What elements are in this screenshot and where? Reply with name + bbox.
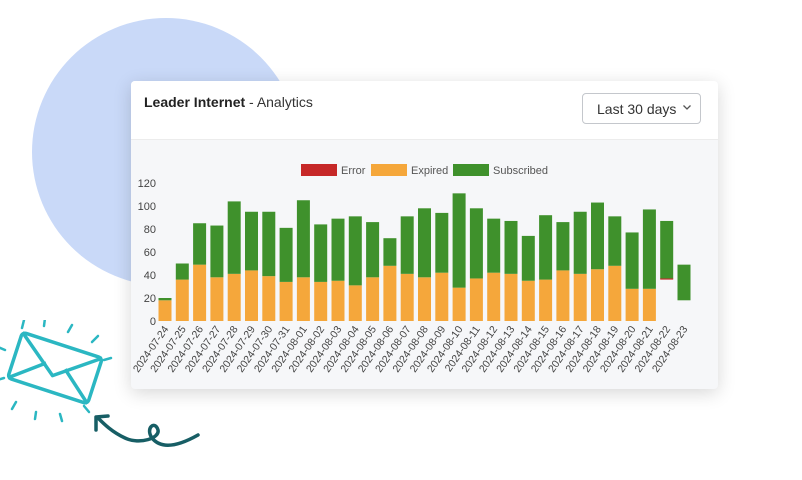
y-tick-label: 60 [144,247,156,259]
bar-expired-2024-08-04 [348,285,362,321]
chevron-down-icon [683,105,691,110]
bar-expired-2024-08-08 [418,277,431,321]
bar-subscribed-2024-08-12 [487,218,501,273]
bar-expired-2024-08-15 [539,279,553,321]
bar-expired-2024-08-05 [366,277,380,321]
bar-subscribed-2024-08-06 [383,238,397,266]
bar-subscribed-2024-08-09 [435,212,449,273]
bar-expired-2024-08-19 [608,265,622,321]
bar-expired-2024-07-29 [245,270,258,321]
bar-expired-2024-07-27 [210,277,224,321]
bar-subscribed-2024-08-14 [521,235,535,281]
bar-subscribed-2024-08-11 [469,208,483,279]
section-name: Analytics [256,94,313,110]
y-tick-label: 40 [144,270,156,282]
date-range-select[interactable]: Last 30 days [582,93,701,124]
mail-decoration [0,320,200,447]
bar-subscribed-2024-08-05 [366,222,380,278]
bar-expired-2024-07-26 [193,264,207,321]
bar-expired-2024-08-17 [573,273,587,321]
bar-expired-2024-08-10 [452,287,466,321]
legend-swatch-error [301,164,337,176]
curved-arrow-icon [94,414,200,447]
sparkle-lines [0,320,113,423]
y-tick-label: 20 [144,293,156,305]
legend-label-subscribed: Subscribed [493,165,548,177]
y-tick-label: 80 [144,224,156,236]
legend-label-error: Error [341,165,366,177]
bar-expired-2024-08-12 [487,272,501,321]
bar-subscribed-2024-08-03 [331,218,345,281]
bar-subscribed-2024-08-17 [573,211,587,274]
bar-subscribed-2024-07-26 [193,223,207,265]
card-title: Leader Internet - Analytics [144,94,313,110]
bar-subscribed-2024-08-20 [625,232,639,289]
bar-subscribed-2024-08-01 [296,200,310,278]
bar-expired-2024-07-24 [158,300,172,321]
analytics-card: Leader Internet - Analytics Last 30 days… [131,81,718,389]
bar-expired-2024-07-30 [262,276,276,321]
bar-expired-2024-07-28 [227,273,241,321]
bar-subscribed-2024-08-10 [452,193,466,288]
card-header: Leader Internet - Analytics Last 30 days [131,81,718,140]
title-separator: - [245,94,257,110]
bar-subscribed-2024-07-29 [245,211,258,271]
bar-subscribed-2024-08-08 [418,208,431,278]
bar-expired-2024-08-20 [625,288,639,321]
y-tick-label: 0 [150,316,156,328]
date-range-value: Last 30 days [597,100,677,117]
bar-expired-2024-08-18 [591,269,604,321]
bar-subscribed-2024-08-18 [591,202,604,270]
bar-subscribed-2024-08-13 [504,220,518,274]
bar-subscribed-2024-08-21 [642,209,656,289]
bar-subscribed-2024-07-28 [227,201,241,274]
bar-subscribed-2024-07-31 [279,227,293,282]
bar-expired-2024-08-11 [469,278,483,321]
bar-expired-2024-08-09 [435,272,449,321]
bar-expired-2024-08-13 [504,273,518,321]
bar-subscribed-2024-07-24 [158,298,172,301]
y-tick-label: 100 [138,201,156,213]
bar-subscribed-2024-08-02 [314,224,328,282]
bar-error-2024-08-22 [660,278,674,280]
legend-swatch-subscribed [453,164,489,176]
bar-expired-2024-08-16 [556,270,570,321]
bar-subscribed-2024-07-27 [210,225,224,278]
bar-subscribed-2024-08-19 [608,216,622,266]
bar-subscribed-2024-08-15 [539,215,553,280]
bar-expired-2024-08-07 [400,273,414,321]
bar-expired-2024-08-21 [642,288,656,321]
bar-subscribed-2024-08-04 [348,216,362,286]
legend-swatch-expired [371,164,407,176]
bar-subscribed-2024-08-22 [660,220,674,279]
bar-subscribed-2024-07-30 [262,211,276,277]
bar-subscribed-2024-08-23 [677,264,691,301]
bar-expired-2024-08-06 [383,265,397,321]
bar-subscribed-2024-07-25 [175,263,189,280]
envelope-icon [6,331,104,405]
bar-subscribed-2024-08-16 [556,222,570,271]
bar-expired-2024-07-31 [279,281,293,321]
bar-expired-2024-08-14 [521,280,535,321]
y-tick-label: 120 [138,178,156,190]
bar-expired-2024-08-03 [331,280,345,321]
bar-expired-2024-08-01 [296,277,310,321]
brand-name: Leader Internet [144,94,246,110]
bar-expired-2024-07-25 [175,279,189,321]
bar-subscribed-2024-08-07 [400,216,414,274]
legend-label-expired: Expired [411,165,448,177]
bar-expired-2024-08-02 [314,281,328,321]
